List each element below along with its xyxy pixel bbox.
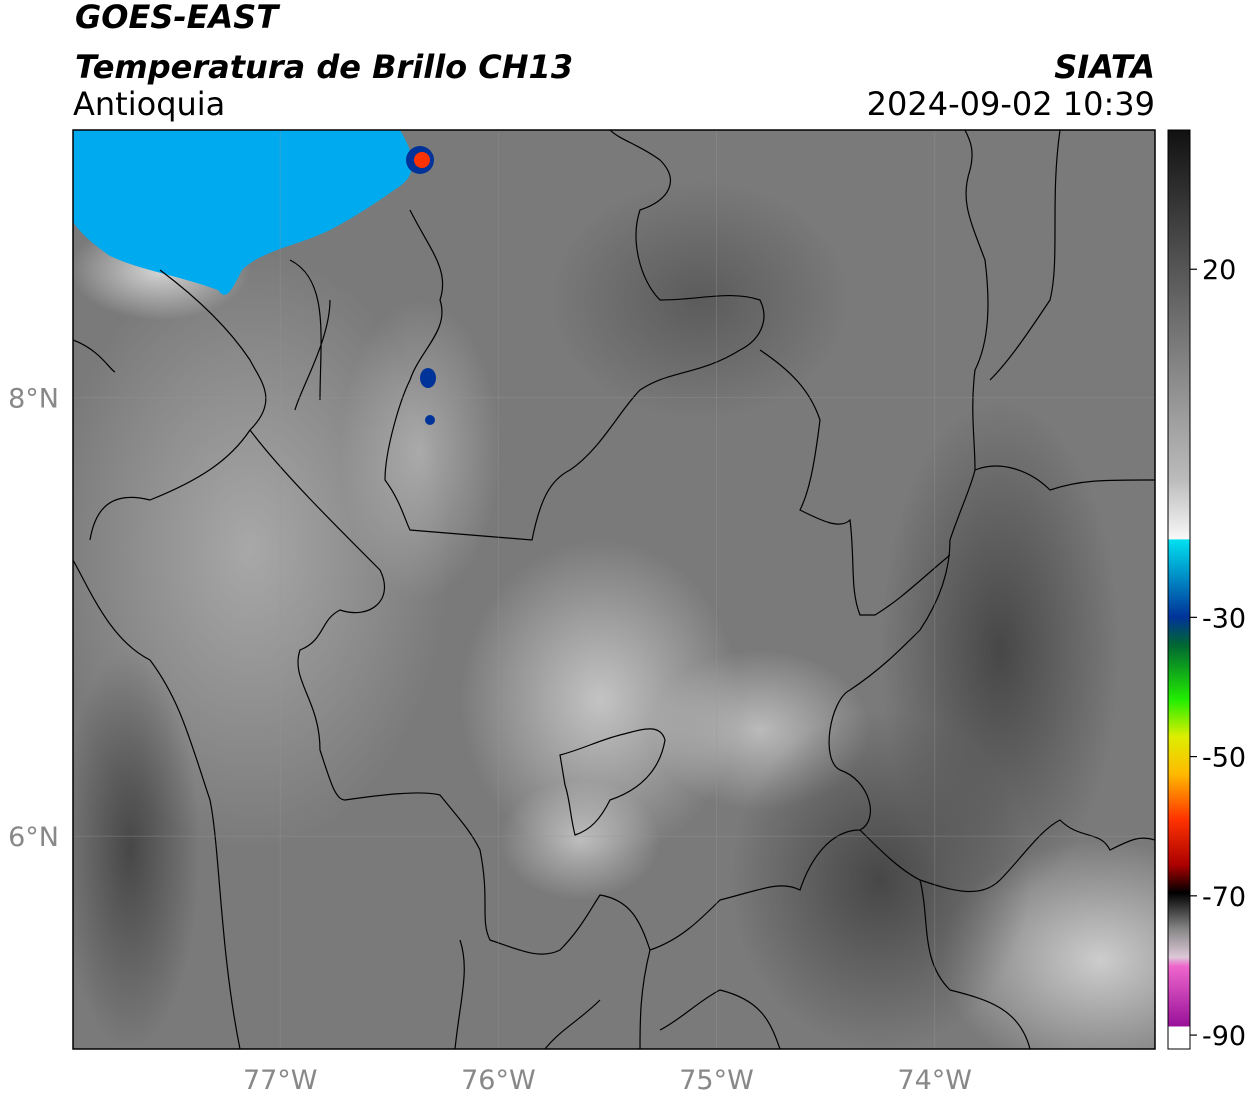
x-tick-label: 76°W — [461, 1065, 536, 1096]
x-tick-label: 75°W — [679, 1065, 754, 1096]
imagery — [73, 130, 1155, 1049]
colorbar-tick-label: -70 — [1202, 882, 1246, 913]
storm — [73, 130, 436, 425]
x-tick-label: 77°W — [243, 1065, 318, 1096]
colorbar-tick-label: 20 — [1202, 255, 1236, 286]
x-tick-label: 74°W — [897, 1065, 972, 1096]
colorbar-tick-label: -90 — [1202, 1021, 1246, 1052]
colorbar-tick-label: -30 — [1202, 603, 1246, 634]
subtitle: Temperatura de Brillo CH13 — [75, 48, 573, 86]
region: Antioquia — [73, 85, 225, 123]
datetime: 2024-09-02 10:39 — [867, 85, 1155, 123]
y-tick-label: 6°N — [8, 822, 59, 853]
source: SIATA — [1054, 48, 1155, 86]
y-tick-label: 8°N — [8, 384, 59, 415]
borders — [73, 130, 1155, 1049]
colorbar-tick-label: -50 — [1202, 743, 1246, 774]
grid — [73, 130, 1155, 1049]
map-frame — [72, 129, 1156, 1050]
colorbar — [1167, 129, 1191, 1050]
title: GOES-EAST — [75, 0, 280, 36]
